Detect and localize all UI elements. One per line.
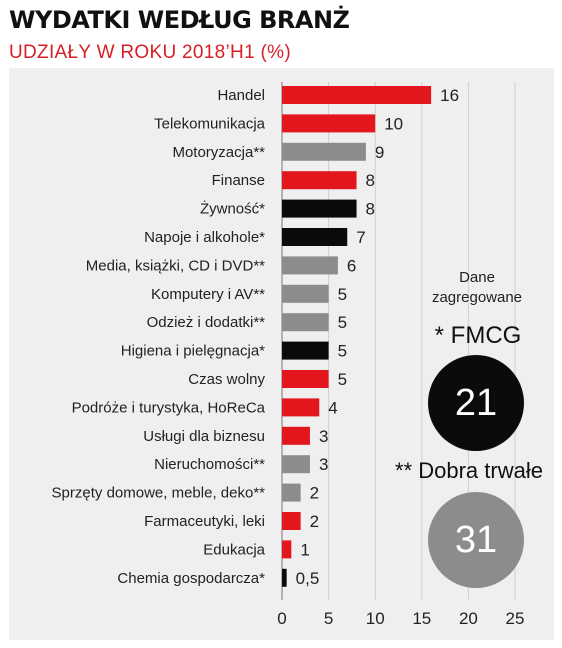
category-label: Komputery i AV** [151,286,265,303]
value-label: 6 [347,256,356,275]
category-label: Farmaceutyki, leki [144,513,265,530]
value-label: 8 [366,200,375,219]
aggregated-caption-line-1: Dane [459,269,495,286]
value-label: 1 [300,540,309,559]
category-label: Handel [217,87,265,104]
category-label: Telekomunikacja [154,115,266,132]
bar [282,455,310,474]
category-label: Czas wolny [188,371,265,388]
bar [282,228,348,246]
value-label: 2 [310,484,319,503]
value-label: 9 [375,143,384,162]
category-label: Usługi dla biznesu [143,428,265,445]
bar [282,142,366,161]
category-label: Higiena i pielęgnacja* [121,343,265,360]
x-tick-label: 0 [277,609,286,628]
value-label: 3 [319,455,328,474]
value-label: 2 [310,512,319,531]
bar [282,313,329,332]
durables-label: ** Dobra trwałe [395,458,543,483]
bar [282,398,320,417]
durables-total-value: 31 [454,518,498,561]
value-label: 0,5 [296,569,320,588]
value-label: 8 [366,171,375,190]
bar [282,171,357,190]
value-label: 5 [338,342,347,361]
category-label: Motoryzacja** [172,144,265,161]
x-tick-label: 25 [506,609,525,628]
bar [282,426,310,445]
fmcg-total-value: 21 [454,381,498,424]
x-tick-label: 5 [324,609,333,628]
category-label: Żywność* [200,200,265,218]
value-label: 5 [338,313,347,332]
x-tick-label: 15 [412,609,431,628]
category-label: Nieruchomości** [154,456,265,473]
durables-total-circle: 31 [428,492,524,588]
category-label: Finanse [212,172,265,189]
bar [282,256,338,275]
value-label: 5 [338,370,347,389]
chart-title: WYDATKI WEDŁUG BRANŻ [9,6,350,34]
bar [282,284,329,303]
aggregated-caption: Dane zagregowane [412,268,542,308]
category-label: Napoje i alkohole* [144,229,265,246]
bar [282,114,376,133]
fmcg-label: * FMCG [434,322,522,349]
value-label: 16 [440,86,459,105]
bar [282,483,301,502]
category-label: Sprzęty domowe, meble, deko** [52,485,266,502]
category-label: Odzież i dodatki** [147,314,266,331]
category-label: Chemia gospodarcza* [117,570,265,587]
value-label: 4 [328,398,337,417]
category-label: Media, książki, CD i DVD** [86,257,265,274]
bar [282,512,301,530]
bar [282,86,432,104]
bar [282,341,329,360]
value-label: 3 [319,427,328,446]
value-label: 5 [338,285,347,304]
chart-subtitle: UDZIAŁY W ROKU 2018’H1 (%) [9,42,291,63]
bar [282,370,329,388]
bar [282,568,287,587]
value-label: 10 [384,114,403,133]
category-label: Podróże i turystyka, HoReCa [72,399,266,416]
category-label: Edukacja [203,541,265,558]
bar [282,199,357,218]
x-tick-label: 10 [366,609,385,628]
value-label: 7 [356,228,365,247]
aggregated-caption-line-2: zagregowane [431,289,523,306]
x-tick-label: 20 [459,609,478,628]
bar [282,540,292,559]
fmcg-total-circle: 21 [428,355,524,451]
